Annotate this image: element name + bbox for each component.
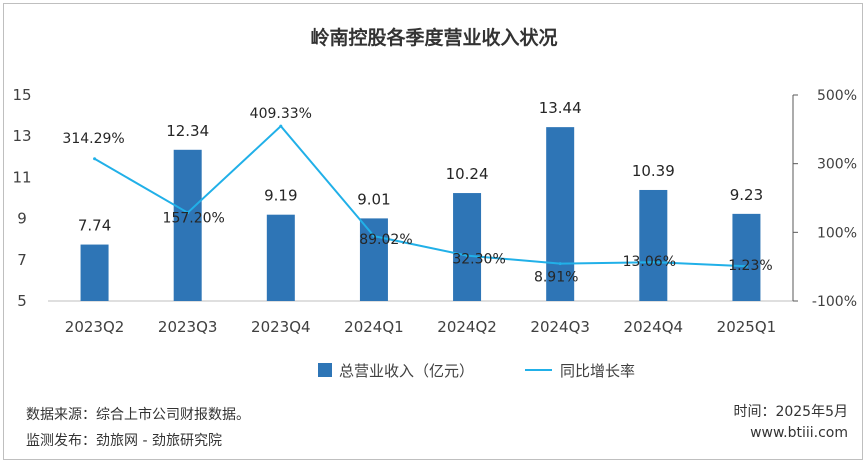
bar-series <box>80 127 761 301</box>
bar <box>359 218 388 301</box>
footer-time: 时间：2025年5月 <box>733 404 848 420</box>
legend-bar-swatch <box>318 363 332 377</box>
chart-title: 岭南控股各季度营业收入状况 <box>310 26 557 49</box>
legend-bar-label: 总营业收入（亿元） <box>339 362 474 380</box>
line-point <box>279 124 283 128</box>
x-tick-label: 2023Q3 <box>158 318 218 336</box>
growth-value-label: 32.30% <box>452 252 505 268</box>
bar-value-label: 10.39 <box>632 162 675 180</box>
line-point <box>465 254 469 258</box>
bar-value-label: 9.19 <box>264 187 297 205</box>
footer-publisher: 监测发布：劲旅网 - 劲旅研究院 <box>26 433 222 449</box>
line-point <box>372 234 376 238</box>
bar <box>80 244 109 301</box>
footer-website: www.btiii.com <box>750 425 848 441</box>
axes: 5 7 9 11 13 15 -100% 100% 300% 500% 2023Q2 2023Q3 20… <box>12 86 857 336</box>
bar-value-label: 9.23 <box>730 186 763 204</box>
growth-value-label: 314.29% <box>62 131 124 147</box>
y-left-tick-label: 9 <box>17 210 27 228</box>
y-left-tick-label: 15 <box>12 86 31 104</box>
x-tick-label: 2024Q3 <box>530 318 590 336</box>
line-point <box>651 260 655 264</box>
y-right-tick-label: -100% <box>812 294 857 310</box>
y-right-tick-label: 500% <box>817 88 857 104</box>
y-left-tick-label: 11 <box>12 168 31 186</box>
y-right-tick-label: 100% <box>817 225 857 241</box>
x-tick-label: 2024Q1 <box>344 318 404 336</box>
bar-value-label: 13.44 <box>539 99 582 117</box>
growth-value-label: 8.91% <box>534 270 578 286</box>
x-tick-label: 2024Q2 <box>437 318 497 336</box>
x-tick-label: 2023Q2 <box>65 318 125 336</box>
bar-value-label: 7.74 <box>78 217 111 235</box>
bar <box>173 149 202 301</box>
x-tick-label: 2025Q1 <box>717 318 777 336</box>
bar <box>546 127 575 301</box>
y-left-tick-label: 13 <box>12 127 31 145</box>
line-point <box>744 264 748 268</box>
line-point <box>186 211 190 215</box>
data-labels: 7.74 12.34 9.19 9.01 10.24 13.44 10.39 9.23 314.… <box>62 99 772 285</box>
bar-value-label: 10.24 <box>446 165 489 183</box>
line-point <box>558 262 562 266</box>
legend-line-label: 同比增长率 <box>560 362 635 380</box>
growth-value-label: 13.06% <box>623 254 676 270</box>
x-tick-label: 2024Q4 <box>624 318 684 336</box>
bar <box>266 214 295 301</box>
line-series <box>93 124 748 268</box>
legend: 总营业收入（亿元） 同比增长率 <box>318 362 635 380</box>
bar-value-label: 9.01 <box>357 190 390 208</box>
footer-source: 数据来源：综合上市公司财报数据。 <box>26 407 250 423</box>
x-tick-label: 2023Q4 <box>251 318 311 336</box>
growth-value-label: 89.02% <box>359 232 412 248</box>
y-left-tick-label: 7 <box>17 251 27 269</box>
chart-frame <box>3 3 863 460</box>
growth-value-label: 1.23% <box>728 258 772 274</box>
bar <box>732 213 761 301</box>
line-point <box>93 157 97 161</box>
bar <box>639 189 668 301</box>
bar-value-label: 12.34 <box>166 122 209 140</box>
y-right-tick-label: 300% <box>817 157 857 173</box>
y-left-tick-label: 5 <box>17 292 27 310</box>
growth-value-label: 409.33% <box>250 106 312 122</box>
growth-value-label: 157.20% <box>163 211 225 227</box>
growth-line <box>94 124 747 268</box>
bar <box>453 193 482 301</box>
